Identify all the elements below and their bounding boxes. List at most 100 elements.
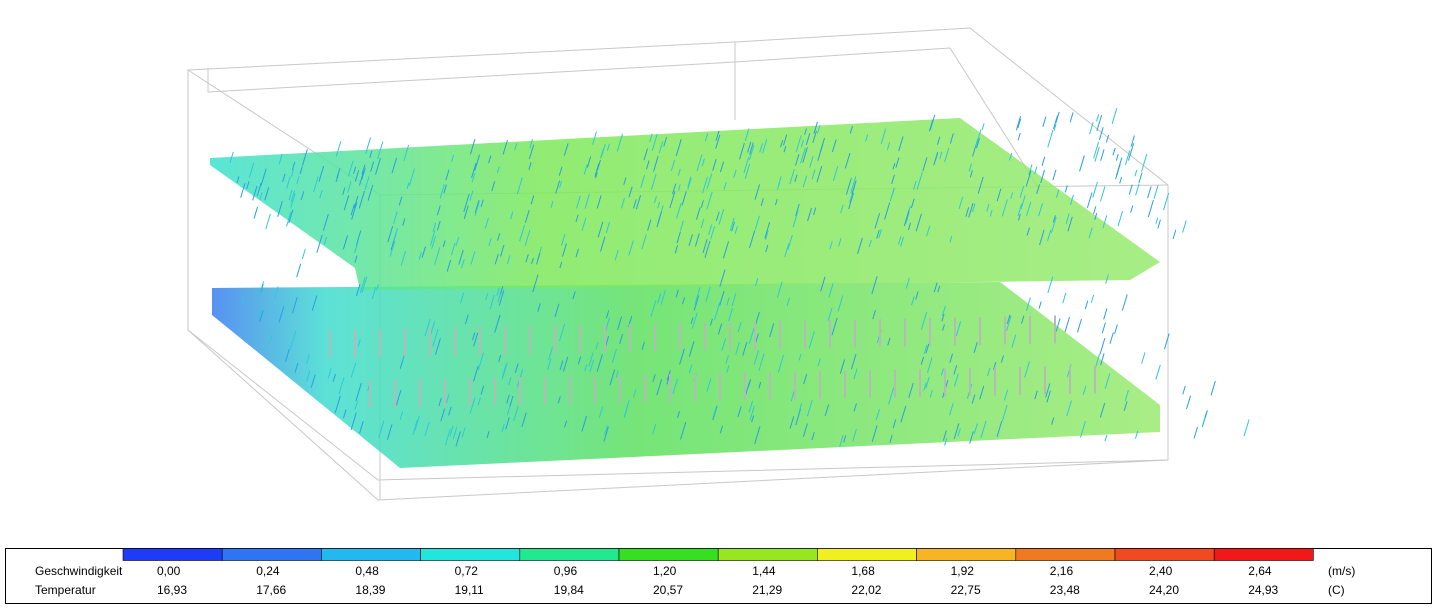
vector <box>497 233 501 241</box>
vector <box>706 173 713 190</box>
vector <box>1117 211 1123 227</box>
vector <box>496 287 500 296</box>
vector <box>690 317 694 324</box>
vector <box>461 427 466 438</box>
vector <box>1115 163 1121 180</box>
vector <box>652 374 656 382</box>
vector <box>516 177 523 195</box>
vector <box>1210 380 1216 396</box>
vector <box>973 423 978 434</box>
vector <box>528 144 535 160</box>
vector <box>1092 181 1098 198</box>
vector <box>803 373 808 385</box>
vector <box>501 362 508 380</box>
vector <box>708 224 713 235</box>
vector <box>953 365 958 375</box>
vector <box>400 251 406 266</box>
vector <box>734 226 738 234</box>
vector <box>1100 149 1105 161</box>
vector <box>656 211 663 228</box>
vector <box>798 403 803 414</box>
vector <box>563 143 569 156</box>
vector <box>635 195 642 210</box>
vector <box>749 406 755 421</box>
vector <box>358 171 365 186</box>
vector <box>953 373 959 387</box>
scale-value: 0,72 <box>455 564 479 578</box>
vector <box>286 211 292 227</box>
vector <box>617 316 623 331</box>
vector <box>371 287 377 300</box>
vector <box>1135 183 1140 196</box>
vector <box>929 390 933 398</box>
vector <box>1042 116 1047 127</box>
vector <box>657 293 662 304</box>
vector <box>1099 186 1106 202</box>
vector <box>269 334 273 343</box>
vector <box>640 175 645 188</box>
vector <box>688 341 695 357</box>
vector <box>1163 333 1170 350</box>
vector <box>715 130 720 141</box>
vector <box>548 347 553 360</box>
vector <box>246 181 250 190</box>
vector <box>550 201 554 209</box>
vector <box>1011 334 1017 348</box>
vector <box>715 211 720 221</box>
vector <box>895 157 900 168</box>
vector <box>824 404 830 417</box>
vector <box>1038 203 1043 217</box>
vector <box>843 435 847 443</box>
vector <box>398 196 403 206</box>
vector <box>604 425 608 435</box>
vector <box>1015 116 1022 131</box>
vector <box>429 321 436 336</box>
vector <box>1088 227 1093 239</box>
vector <box>278 306 285 323</box>
scale-value: 22,02 <box>851 583 881 597</box>
vector <box>749 230 756 249</box>
vector <box>700 218 705 229</box>
vector <box>469 139 476 155</box>
vector <box>412 419 418 436</box>
vector <box>646 160 650 170</box>
vector <box>361 276 368 293</box>
vector <box>1121 294 1128 311</box>
vector <box>377 141 384 160</box>
vector <box>335 141 342 157</box>
vector <box>595 172 598 179</box>
vector <box>343 195 350 211</box>
vector <box>1038 301 1042 309</box>
vector <box>913 180 917 190</box>
vector <box>370 161 375 172</box>
vector <box>1096 115 1103 132</box>
vector <box>789 168 795 185</box>
vector <box>972 203 976 213</box>
vector <box>361 164 366 175</box>
vector <box>922 157 928 172</box>
scale-value: 1,92 <box>951 564 975 578</box>
vector <box>355 230 362 246</box>
scale-value: 19,11 <box>455 583 484 597</box>
vector <box>851 180 857 194</box>
vector <box>306 354 310 365</box>
vector <box>367 184 374 201</box>
vector <box>510 211 514 220</box>
vector <box>289 330 297 350</box>
vector <box>1089 122 1094 135</box>
vector <box>514 363 519 374</box>
vector <box>857 237 863 255</box>
vector <box>1017 203 1023 217</box>
vector <box>278 153 283 165</box>
vector <box>318 165 325 182</box>
vector <box>1024 361 1030 378</box>
vector <box>572 291 576 300</box>
vector <box>887 337 891 346</box>
vector <box>296 263 302 278</box>
vector <box>839 359 846 374</box>
vector <box>660 289 667 305</box>
vector <box>399 411 404 421</box>
vector <box>1182 220 1187 233</box>
vector <box>650 173 657 190</box>
